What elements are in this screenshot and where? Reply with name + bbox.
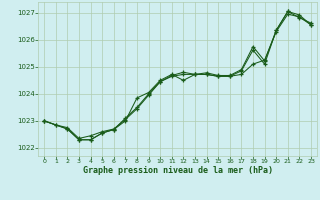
X-axis label: Graphe pression niveau de la mer (hPa): Graphe pression niveau de la mer (hPa) <box>83 166 273 175</box>
